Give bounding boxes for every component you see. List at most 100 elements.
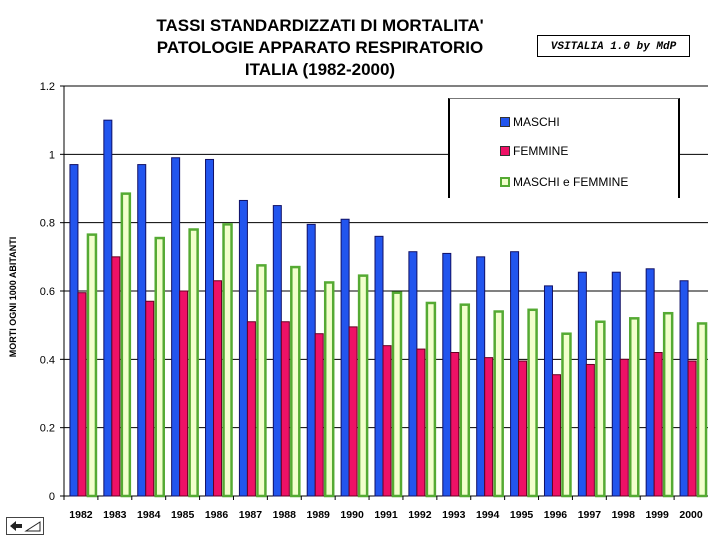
bar-totale-1985 (188, 228, 199, 498)
bar-femmine-1997 (585, 363, 595, 497)
bar-maschi-1983 (103, 119, 113, 497)
bar-femmine-1999 (653, 352, 663, 497)
x-tick-label: 1997 (578, 509, 602, 521)
x-tick-label: 1998 (612, 509, 636, 521)
slide-navigation-icon[interactable] (6, 517, 44, 535)
bar-femmine-1994 (484, 357, 494, 497)
x-tick-label: 1991 (374, 509, 398, 521)
x-tick-label: 1990 (340, 509, 364, 521)
bar-maschi-1992 (408, 251, 418, 497)
bar-totale-1995 (527, 308, 538, 498)
bar-femmine-1989 (314, 333, 324, 497)
bar-maschi-1986 (205, 158, 215, 497)
bar-femmine-1990 (348, 326, 358, 497)
y-tick-label: 0.4 (40, 354, 55, 366)
bar-maschi-1987 (238, 199, 248, 497)
legend-swatch-femmine (500, 146, 510, 156)
bar-totale-2000 (696, 322, 708, 498)
bar-totale-1990 (357, 274, 369, 498)
y-tick-label: 0.2 (40, 423, 55, 435)
bar-femmine-1983 (111, 256, 121, 497)
y-tick-label: 0 (49, 491, 55, 503)
y-tick-label: 1.2 (40, 81, 55, 93)
x-tick-label: 1999 (645, 509, 669, 521)
bar-femmine-1991 (382, 345, 392, 497)
bar-totale-1984 (154, 236, 165, 498)
x-tick-label: 1993 (442, 509, 466, 521)
bar-totale-1996 (561, 332, 572, 498)
bar-maschi-1991 (374, 235, 384, 497)
bar-maschi-1995 (510, 251, 520, 497)
legend-item-femmine: FEMMINE (500, 144, 568, 158)
watermark-label: VSITALIA 1.0 by MdP (537, 35, 690, 57)
bar-totale-1992 (425, 301, 437, 498)
bar-maschi-1994 (476, 256, 486, 497)
bar-totale-1993 (459, 303, 471, 498)
x-tick-label: 1995 (510, 509, 534, 521)
bar-femmine-1996 (551, 374, 561, 497)
legend-label-femmine: FEMMINE (513, 144, 569, 158)
y-axis-title: MORTI OGNI 1000 ABITANTI (8, 237, 18, 358)
bar-maschi-1998 (611, 271, 621, 497)
chart-title-line-1: TASSI STANDARDIZZATI DI MORTALITA' (156, 16, 484, 35)
y-tick-label: 0.6 (40, 286, 55, 298)
chart-title-line-3: ITALIA (1982-2000) (244, 60, 396, 79)
bar-femmine-1985 (179, 290, 189, 497)
legend-label-maschi: MASCHI (513, 115, 560, 129)
bar-femmine-1993 (450, 352, 460, 497)
x-tick-label: 1994 (476, 509, 500, 521)
x-tick-label: 1985 (171, 509, 195, 521)
y-tick-label: 1 (49, 149, 55, 161)
y-tick-label: 0.8 (40, 218, 55, 230)
bar-femmine-1988 (280, 321, 290, 497)
bar-maschi-1990 (340, 218, 350, 497)
bar-femmine-1986 (213, 280, 223, 497)
bar-maschi-2000 (679, 280, 689, 497)
bar-maschi-1984 (137, 164, 147, 497)
bar-maschi-1988 (272, 205, 282, 497)
x-tick-label: 1989 (307, 509, 331, 521)
bar-totale-1994 (493, 310, 504, 498)
bar-totale-1998 (629, 317, 640, 498)
bar-femmine-1995 (518, 360, 528, 497)
bar-totale-1997 (595, 320, 606, 498)
bar-totale-1986 (222, 223, 233, 498)
x-tick-label: 1982 (69, 509, 93, 521)
bar-totale-1987 (256, 264, 267, 498)
bar-maschi-1997 (577, 271, 587, 497)
bar-totale-1982 (86, 233, 98, 498)
bar-femmine-1984 (145, 300, 155, 497)
bar-maschi-1989 (306, 223, 316, 497)
x-tick-label: 1984 (137, 509, 161, 521)
legend-item-totale: MASCHI e FEMMINE (500, 175, 628, 189)
x-tick-label: 1996 (544, 509, 568, 521)
bar-totale-1983 (120, 192, 132, 498)
legend-swatch-maschi (500, 117, 510, 127)
bar-femmine-1987 (246, 321, 256, 497)
legend-label-totale: MASCHI e FEMMINE (513, 175, 629, 189)
bar-femmine-1982 (77, 292, 87, 497)
x-tick-label: 1987 (239, 509, 263, 521)
chart-title-line-2: PATOLOGIE APPARATO RESPIRATORIO (156, 38, 484, 57)
x-tick-label: 2000 (679, 509, 703, 521)
legend-item-maschi: MASCHI (500, 115, 560, 129)
bar-maschi-1982 (69, 164, 79, 497)
bar-maschi-1985 (171, 157, 181, 497)
x-tick-label: 1983 (103, 509, 127, 521)
bar-totale-1999 (662, 311, 674, 498)
bar-femmine-1998 (619, 358, 629, 497)
x-tick-label: 1988 (273, 509, 297, 521)
legend: MASCHI FEMMINE MASCHI e FEMMINE (448, 98, 680, 198)
bar-femmine-1992 (416, 348, 426, 497)
x-tick-label: 1992 (408, 509, 432, 521)
x-tick-label: 1986 (205, 509, 229, 521)
legend-swatch-totale (500, 177, 510, 187)
bar-maschi-1996 (543, 285, 553, 497)
bar-femmine-2000 (687, 360, 697, 497)
bar-totale-1989 (323, 281, 335, 498)
bar-maschi-1993 (442, 252, 452, 497)
bar-totale-1988 (290, 265, 301, 498)
bar-totale-1991 (391, 291, 403, 498)
